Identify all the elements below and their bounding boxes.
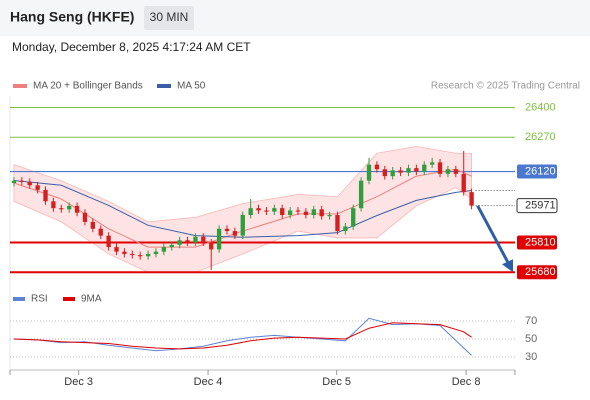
candle-body [11,180,17,183]
candle-body [122,251,127,254]
level-label: 25810 [525,236,556,248]
level-label-box [517,164,557,179]
candle-body [153,251,159,254]
candle-body [193,236,198,243]
candle-body [67,205,72,210]
candle-body [453,169,458,174]
candle-body [390,170,395,177]
candle-body [256,208,261,211]
interval-badge [144,6,194,30]
candle-body [287,210,293,216]
candle-body [177,240,182,245]
rsi-tick-label: 30 [525,351,537,363]
candle-body [98,228,103,236]
ma50-line [13,179,472,238]
candle-body [374,164,380,170]
candle-body [145,253,151,257]
rsi-legend-label: 9MA [81,294,102,305]
credit: Research © 2025 Trading Central [431,81,580,92]
candle-body [216,228,222,250]
candle-body [461,173,466,193]
rsi-tick-label: 50 [525,333,537,345]
rsi-line [13,317,472,356]
candle-body [59,208,64,210]
candle-body [74,205,80,213]
candle-body [248,208,253,216]
date: Monday, December 8, 2025 4:17:24 AM CET [12,40,251,54]
x-tick-label: Dec 4 [194,376,223,388]
level-label-box [517,235,557,250]
forecast-arrow [476,204,512,267]
candle-body [335,215,340,232]
title: Hang Seng (HKFE) [10,9,134,25]
candle-body [272,208,277,212]
level-label: 26120 [525,165,556,177]
candle-body [224,228,230,232]
candle-body [351,208,356,227]
candle-body [295,210,301,212]
candle-body [90,221,96,229]
candle-body [382,169,387,177]
candle-body [327,215,332,217]
candle-body [106,235,111,248]
header-bar [0,0,590,36]
bollinger-band [13,145,473,273]
candle-body [303,211,309,216]
interval: 30 MIN [150,10,189,24]
level-label: 26270 [525,131,556,143]
ma20-line [13,168,472,248]
level-label: 26400 [525,101,556,113]
candle-body [414,168,419,172]
x-tick-label: Dec 5 [322,376,351,388]
candle-body [366,164,372,181]
candle-body [264,210,269,212]
candle-body [161,247,167,252]
legend-label: MA 50 [177,81,206,92]
candle-body [27,181,32,186]
candle-body [43,189,48,202]
candle-body [343,226,348,232]
rsi-tick-label: 70 [525,315,537,327]
candle-body [406,168,411,173]
candle-body [437,162,443,174]
candle-body [138,255,143,257]
level-label: 25680 [525,266,556,278]
candle-body [358,180,364,209]
level-label-box [517,265,557,280]
candle-body [445,169,451,174]
candle-body [429,162,435,165]
candle-body [319,209,324,217]
rsi-line [13,322,472,350]
candle-body [19,180,25,182]
candle-body [169,244,174,248]
forecast-arrow-head [502,259,513,273]
candle-body [35,185,40,190]
candle-body [280,208,285,216]
rsi-legend-label: RSI [31,294,48,305]
candle-body [185,240,190,243]
candle-body [209,242,214,250]
candle-body [130,253,135,256]
current-label: 25971 [525,200,556,212]
candle-body [398,170,403,173]
candle-body [422,164,427,172]
candle-body [232,231,238,236]
candle-body [114,247,119,252]
candle-body [51,201,56,209]
legend-label: MA 20 + Bollinger Bands [33,81,143,92]
candle-body [311,209,316,216]
x-tick-label: Dec 3 [64,376,93,388]
x-tick-label: Dec 8 [452,376,481,388]
candle-body [201,236,206,243]
current-label-box [516,198,558,214]
candle-body [469,192,474,206]
candle-body [240,215,245,236]
candle-body [82,212,88,222]
